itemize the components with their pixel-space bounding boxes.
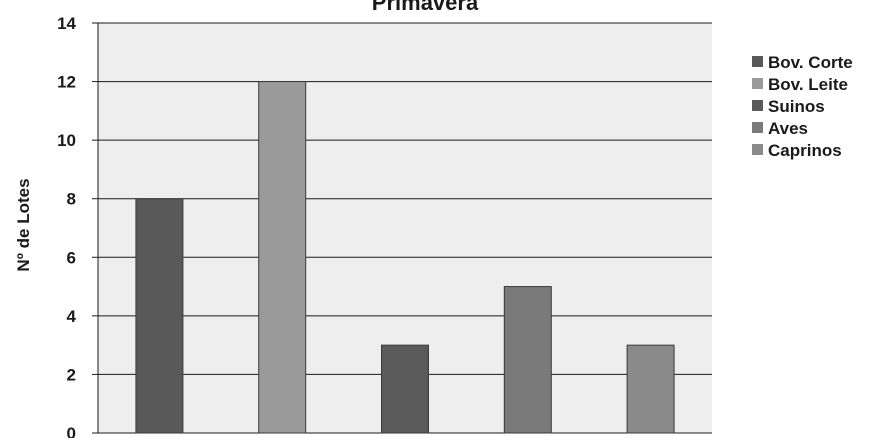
legend-label: Bov. Corte <box>768 53 853 72</box>
legend: Bov. Corte Bov. Leite Suinos Aves Caprinos <box>752 53 853 160</box>
legend-swatch <box>752 100 763 111</box>
legend-label: Bov. Leite <box>768 75 848 94</box>
bars <box>135 81 675 434</box>
y-tick-label: 8 <box>67 190 76 209</box>
bar-bov-leite <box>258 81 307 434</box>
y-tick-label: 0 <box>67 424 76 438</box>
legend-label: Suinos <box>768 97 825 116</box>
bar-aves <box>503 286 552 434</box>
bar-suinos <box>381 344 429 434</box>
bar-bov-corte <box>135 198 184 434</box>
y-tick-label: 4 <box>67 307 77 326</box>
y-tick-label: 6 <box>67 248 76 267</box>
bar-caprinos <box>626 344 675 434</box>
y-tick-label: 14 <box>57 14 76 33</box>
legend-swatch <box>752 144 763 155</box>
y-axis-label: Nº de Lotes <box>14 178 33 271</box>
chart-title: Primavera <box>372 0 479 15</box>
legend-swatch <box>752 78 763 89</box>
y-tick-label: 10 <box>57 131 76 150</box>
legend-label: Aves <box>768 119 808 138</box>
legend-label: Caprinos <box>768 141 842 160</box>
y-tick-labels: 0 2 4 6 8 10 12 14 <box>57 14 76 438</box>
y-tick-label: 2 <box>67 365 76 384</box>
legend-swatch <box>752 122 763 133</box>
y-tick-label: 12 <box>57 73 76 92</box>
legend-swatch <box>752 56 763 67</box>
